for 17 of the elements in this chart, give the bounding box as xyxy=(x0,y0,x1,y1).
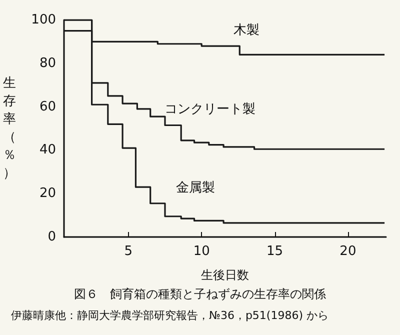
y-tick-label: 80 xyxy=(39,56,56,71)
y-tick-label: 100 xyxy=(31,12,56,28)
x-tick-label: 5 xyxy=(124,244,133,259)
y-tick-label: 40 xyxy=(39,142,56,158)
text: 伊藤晴康他：静岡大学農学部研究報告，№36，p51(1986) から xyxy=(11,309,328,322)
y-tick-label: 60 xyxy=(39,99,56,114)
series-label: 木製 xyxy=(234,23,260,38)
y-tick-label: 20 xyxy=(39,186,56,202)
y-axis-title: 生存率（％） xyxy=(3,76,16,181)
x-tick-label: 10 xyxy=(193,244,210,259)
y-tick-label: 0 xyxy=(48,230,56,244)
x-tick-label: 15 xyxy=(266,244,284,259)
text: 図６ 飼育箱の種類と子ねずみの生存率の関係 xyxy=(74,287,326,301)
series-label: 金属製 xyxy=(176,180,215,196)
x-tick-label: 20 xyxy=(340,244,356,259)
x-axis-title: 生後日数 xyxy=(201,268,249,282)
series-label: コンクリート製 xyxy=(164,102,256,118)
